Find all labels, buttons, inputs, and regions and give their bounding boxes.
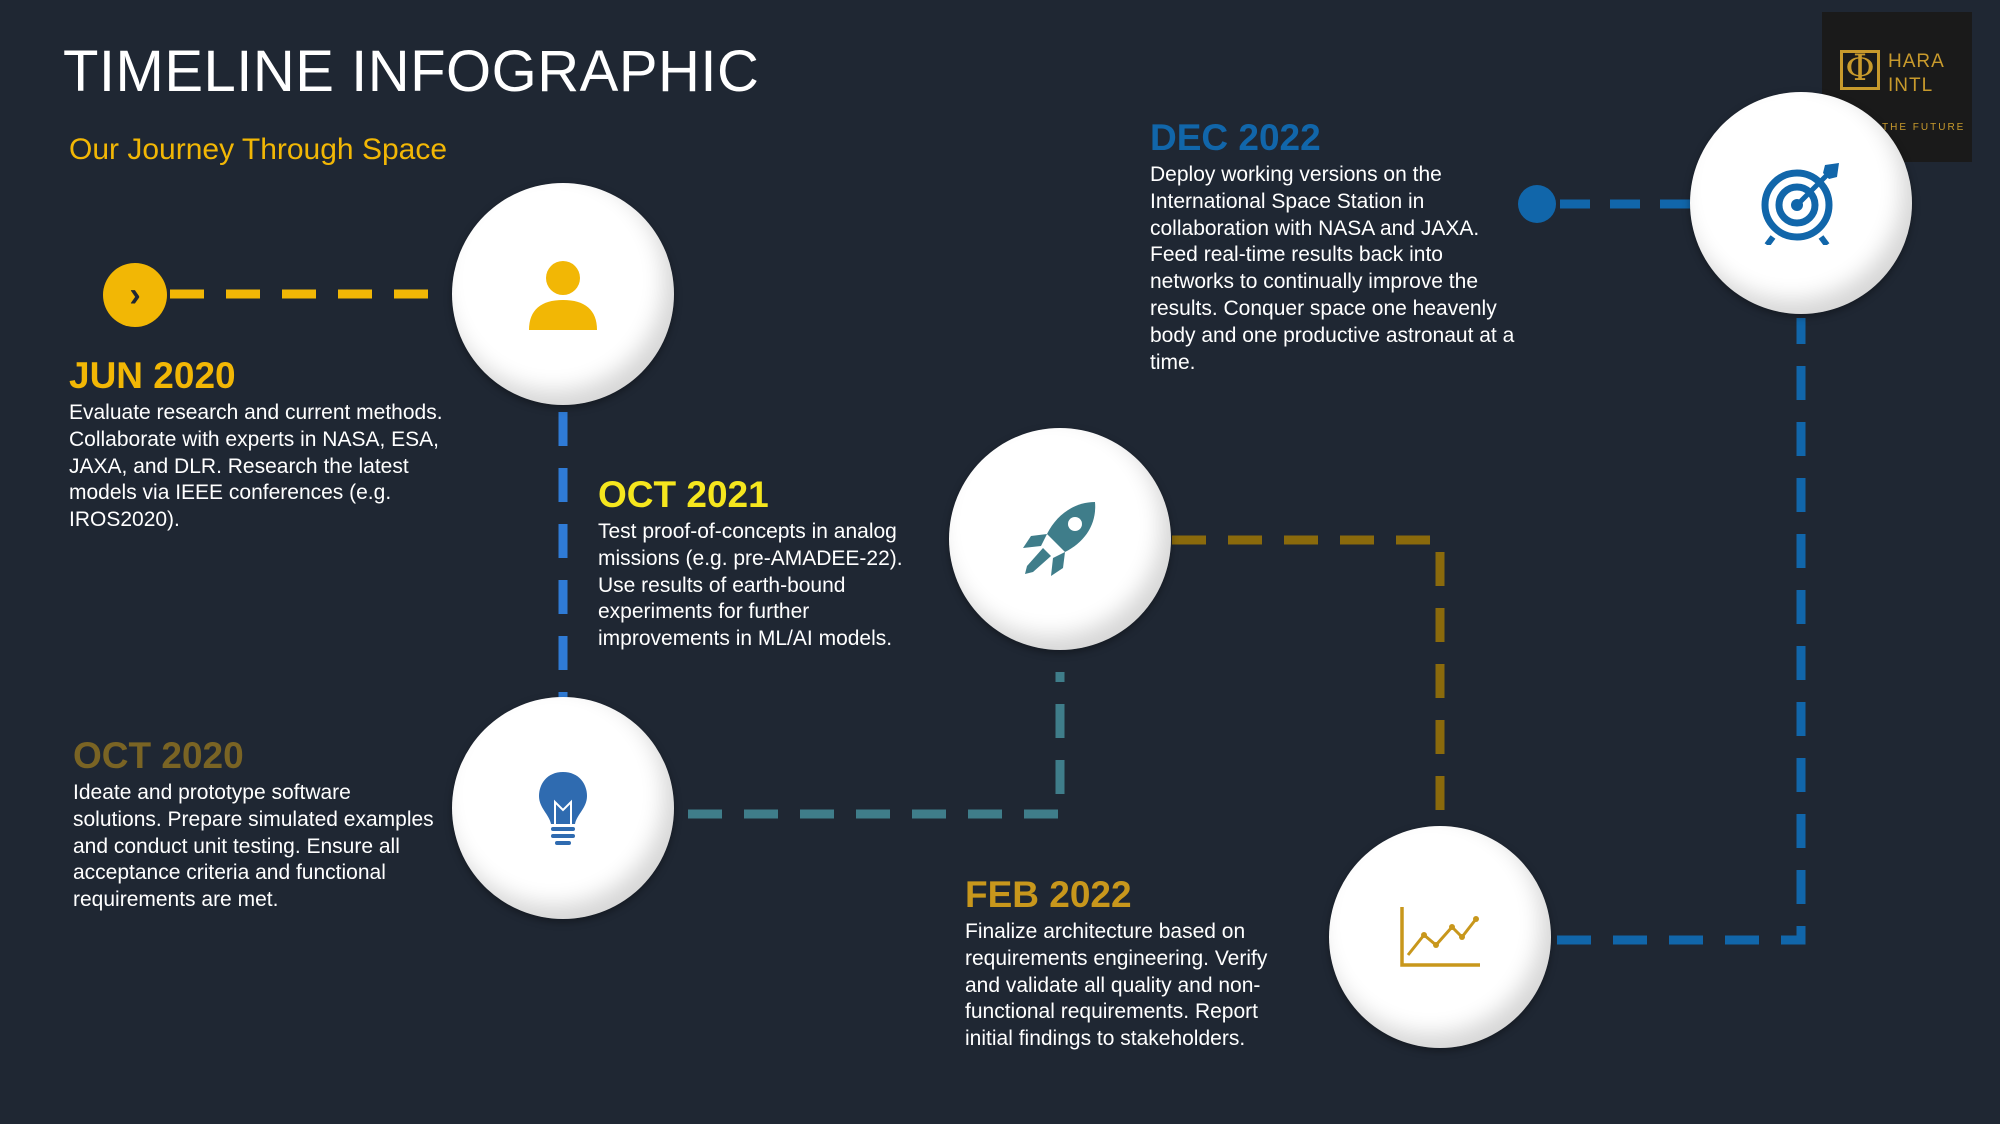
milestone-description: Ideate and prototype software solutions.… bbox=[73, 781, 434, 912]
person-icon bbox=[529, 261, 597, 330]
target-icon bbox=[1761, 163, 1839, 245]
connector-dec2022 bbox=[1557, 318, 1806, 945]
milestone-node-oct2020 bbox=[452, 697, 674, 919]
logo-name: HARA INTL bbox=[1888, 51, 1945, 96]
line-chart-icon bbox=[1400, 907, 1480, 967]
milestone-description: Deploy working versions on the Internati… bbox=[1150, 163, 1515, 374]
milestone-date: OCT 2021 bbox=[598, 474, 769, 515]
milestone-node-oct2021 bbox=[949, 428, 1171, 650]
logo-tagline: THE FUTURE bbox=[1882, 122, 1966, 133]
milestone-node-feb2022 bbox=[1329, 826, 1551, 1048]
milestone-date: JUN 2020 bbox=[69, 355, 236, 396]
lightbulb-icon bbox=[539, 772, 587, 845]
company-logo: Φ HARA INTL THE FUTURE bbox=[1822, 12, 1972, 162]
milestone-date: OCT 2020 bbox=[73, 735, 244, 776]
milestone-date: FEB 2022 bbox=[965, 874, 1132, 915]
rocket-icon bbox=[1023, 502, 1096, 576]
chevron-right-icon: › bbox=[129, 276, 141, 314]
page-title: TIMELINE INFOGRAPHIC bbox=[63, 39, 760, 104]
timeline-start-marker: › bbox=[103, 263, 167, 327]
milestone-dec2022: DEC 2022 Deploy working versions on the … bbox=[1150, 116, 1520, 376]
milestone-description: Evaluate research and current methods. C… bbox=[69, 401, 443, 532]
milestone-jun2020: JUN 2020 Evaluate research and current m… bbox=[69, 354, 449, 534]
milestone-oct2021: OCT 2021 Test proof-of-concepts in analo… bbox=[598, 473, 933, 653]
milestone-date: DEC 2022 bbox=[1150, 117, 1321, 158]
milestone-oct2020: OCT 2020 Ideate and prototype software s… bbox=[73, 734, 443, 914]
page-subtitle: Our Journey Through Space bbox=[69, 133, 448, 166]
connector-feb2022 bbox=[1172, 535, 1445, 822]
milestone-description: Finalize architecture based on requireme… bbox=[965, 920, 1268, 1051]
logo-phi-icon: Φ bbox=[1840, 50, 1880, 90]
milestone-node-dec2022 bbox=[1690, 92, 1912, 314]
milestone-feb2022: FEB 2022 Finalize architecture based on … bbox=[965, 873, 1290, 1053]
timeline-end-marker bbox=[1518, 185, 1556, 223]
connector-oct2021 bbox=[688, 672, 1065, 819]
milestone-node-jun2020 bbox=[452, 183, 674, 405]
milestone-description: Test proof-of-concepts in analog mission… bbox=[598, 520, 903, 651]
